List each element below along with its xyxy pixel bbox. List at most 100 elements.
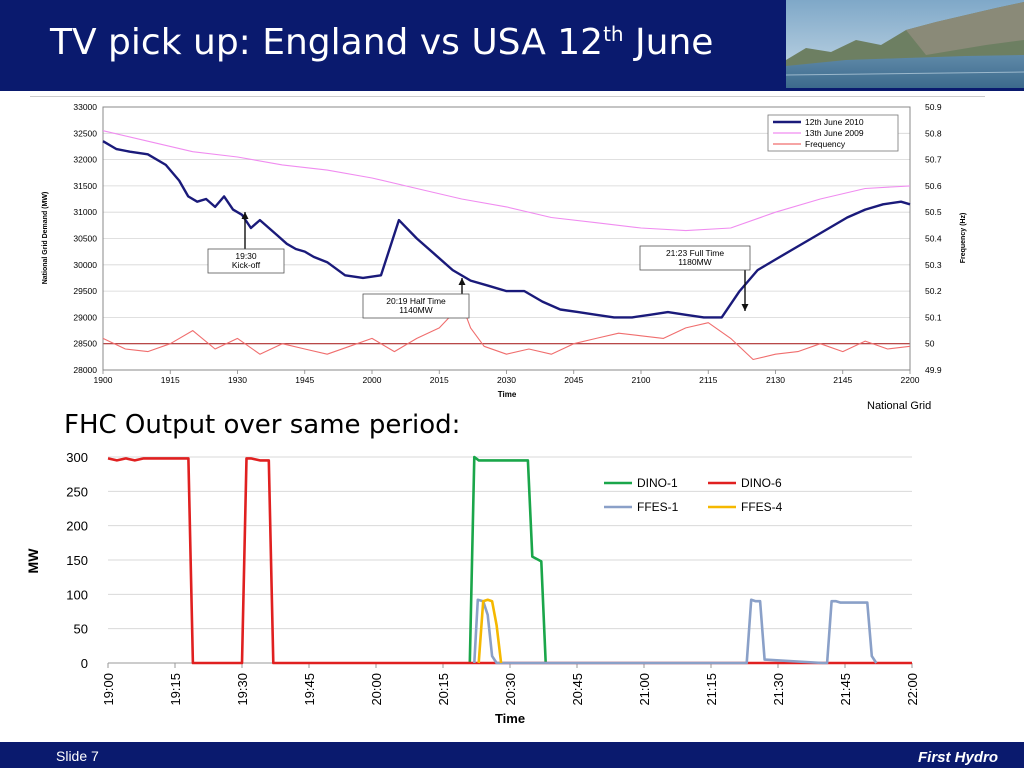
- top-y2-tick-label: 49.9: [925, 365, 942, 375]
- fhc-x-tick-label: 19:00: [101, 673, 116, 706]
- top-x-tick-label: 2145: [833, 375, 852, 385]
- legend-label-ffes1: FFES-1: [637, 500, 679, 514]
- top-y2-tick-label: 50.1: [925, 312, 942, 322]
- top-y-tick-label: 30000: [73, 260, 97, 270]
- top-y2-tick-label: 50.5: [925, 207, 942, 217]
- fhc-output-chart: 0 50 100 150 200 250 300 19:00 19:15 19:30 19:45 2…: [25, 450, 920, 726]
- top-x-tick-label: 1900: [94, 375, 113, 385]
- top-y2-tick-label: 50.8: [925, 128, 942, 138]
- annotation-arrowhead-icon: [241, 212, 249, 219]
- bottom-y-axis-label: MW: [25, 548, 41, 574]
- fhc-y-tick-label: 250: [66, 484, 88, 499]
- fhc-x-tick-label: 20:45: [570, 673, 585, 706]
- fhc-x-tick-label: 22:00: [905, 673, 920, 706]
- top-y-tick-label: 30500: [73, 234, 97, 244]
- top-x-tick-label: 2130: [766, 375, 785, 385]
- annotation-arrowhead-icon: [741, 304, 749, 311]
- company-brand: First Hydro: [917, 749, 998, 766]
- bottom-x-axis-label: Time: [495, 711, 525, 726]
- series-line-dino-1: [468, 455, 547, 664]
- top-y-tick-label: 32000: [73, 155, 97, 165]
- header-rule: [0, 88, 1024, 91]
- top-x-tick-label: 1930: [228, 375, 247, 385]
- slide-title: TV pick up: England vs USA 12th June: [50, 22, 714, 63]
- top-x-tick-label: 2030: [497, 375, 516, 385]
- national-grid-demand-chart: 28000 28500 29000 29500 30000 30500 31000 31500…: [30, 96, 985, 399]
- top-y2-tick-label: 50.9: [925, 102, 942, 112]
- fhc-y-tick-label: 100: [66, 587, 88, 602]
- top-y2-tick-label: 50.4: [925, 234, 942, 244]
- fhc-x-tick-label: 21:45: [838, 673, 853, 706]
- top-y-tick-label: 29000: [73, 312, 97, 322]
- legend-label-dino6: DINO-6: [741, 476, 782, 490]
- source-credit: National Grid: [867, 400, 932, 412]
- annotation-text: 19:30: [235, 251, 257, 261]
- series-line-13th-june-2009: [102, 130, 911, 232]
- fhc-x-tick-label: 20:00: [369, 673, 384, 706]
- fhc-x-tick-label: 21:00: [637, 673, 652, 706]
- annotation-box: [362, 293, 470, 319]
- annotation-text: 20:19 Half Time: [386, 296, 446, 306]
- top-x-tick-label: 2100: [632, 375, 651, 385]
- footer-bar: [0, 742, 1024, 768]
- fhc-chart-legend: DINO-1 DINO-6 FFES-1 FFES-4: [604, 476, 783, 514]
- annotation-text: 1180MW: [678, 257, 711, 267]
- top-y-tick-label: 31000: [73, 207, 97, 217]
- fhc-output-heading: FHC Output over same period:: [64, 410, 461, 440]
- top-y2-axis-label: Frequency (Hz): [960, 213, 967, 264]
- fhc-y-tick-label: 200: [66, 519, 88, 534]
- landscape-photo: [786, 0, 1024, 88]
- top-y2-tick-label: 50.3: [925, 260, 942, 270]
- top-y-tick-label: 33000: [73, 102, 97, 112]
- top-x-axis-label: Time: [498, 390, 517, 399]
- top-y-tick-label: 31500: [73, 181, 97, 191]
- fhc-x-tick-label: 19:15: [168, 673, 183, 706]
- legend-label-ffes4: FFES-4: [741, 500, 783, 514]
- fhc-x-tick-label: 21:30: [771, 673, 786, 706]
- annotation-box: [639, 245, 751, 271]
- fhc-x-tick-label: 21:15: [704, 673, 719, 706]
- annotation-text: 21:23 Full Time: [666, 248, 724, 258]
- fhc-y-tick-label: 300: [66, 450, 88, 465]
- series-line-dino-6: [107, 457, 912, 665]
- top-x-tick-label: 2200: [901, 375, 920, 385]
- annotation-text: Kick-off: [232, 260, 261, 270]
- fhc-x-tick-label: 20:15: [436, 673, 451, 706]
- top-y2-tick-label: 50.7: [925, 155, 942, 165]
- fhc-y-tick-label: 50: [74, 622, 88, 637]
- top-y2-tick-label: 50.6: [925, 181, 942, 191]
- series-line-12th-june-2010: [102, 140, 911, 319]
- fhc-x-tick-label: 19:45: [302, 673, 317, 706]
- fhc-x-tick-label: 20:30: [503, 673, 518, 706]
- top-y2-tick-label: 50: [925, 339, 935, 349]
- legend-label-frequency: Frequency: [805, 139, 846, 149]
- top-x-tick-label: 2045: [564, 375, 583, 385]
- series-line-ffes-4: [477, 598, 503, 664]
- top-y-tick-label: 28500: [73, 339, 97, 349]
- legend-label-2009: 13th June 2009: [805, 128, 864, 138]
- top-x-tick-label: 1945: [295, 375, 314, 385]
- top-y-tick-label: 32500: [73, 128, 97, 138]
- series-line-frequency: [102, 303, 911, 361]
- top-chart-legend: 12th June 2010 13th June 2009 Frequency: [767, 114, 899, 152]
- fhc-x-tick-label: 19:30: [235, 673, 250, 706]
- annotation-arrowhead-icon: [458, 278, 466, 285]
- legend-label-2010: 12th June 2010: [805, 117, 864, 127]
- top-x-tick-label: 2015: [430, 375, 449, 385]
- top-x-tick-label: 2115: [699, 375, 718, 385]
- top-y-tick-label: 29500: [73, 286, 97, 296]
- top-y2-tick-label: 50.2: [925, 286, 942, 296]
- top-x-tick-label: 1915: [161, 375, 180, 385]
- series-line-ffes-1: [473, 598, 878, 665]
- fhc-y-tick-label: 0: [81, 656, 88, 671]
- legend-label-dino1: DINO-1: [637, 476, 678, 490]
- fhc-y-tick-label: 150: [66, 553, 88, 568]
- top-y-tick-label: 28000: [73, 365, 97, 375]
- top-x-tick-label: 2000: [363, 375, 382, 385]
- annotation-box: [207, 248, 285, 274]
- slide-number: Slide 7: [56, 748, 99, 764]
- annotation-text: 1140MW: [399, 305, 432, 315]
